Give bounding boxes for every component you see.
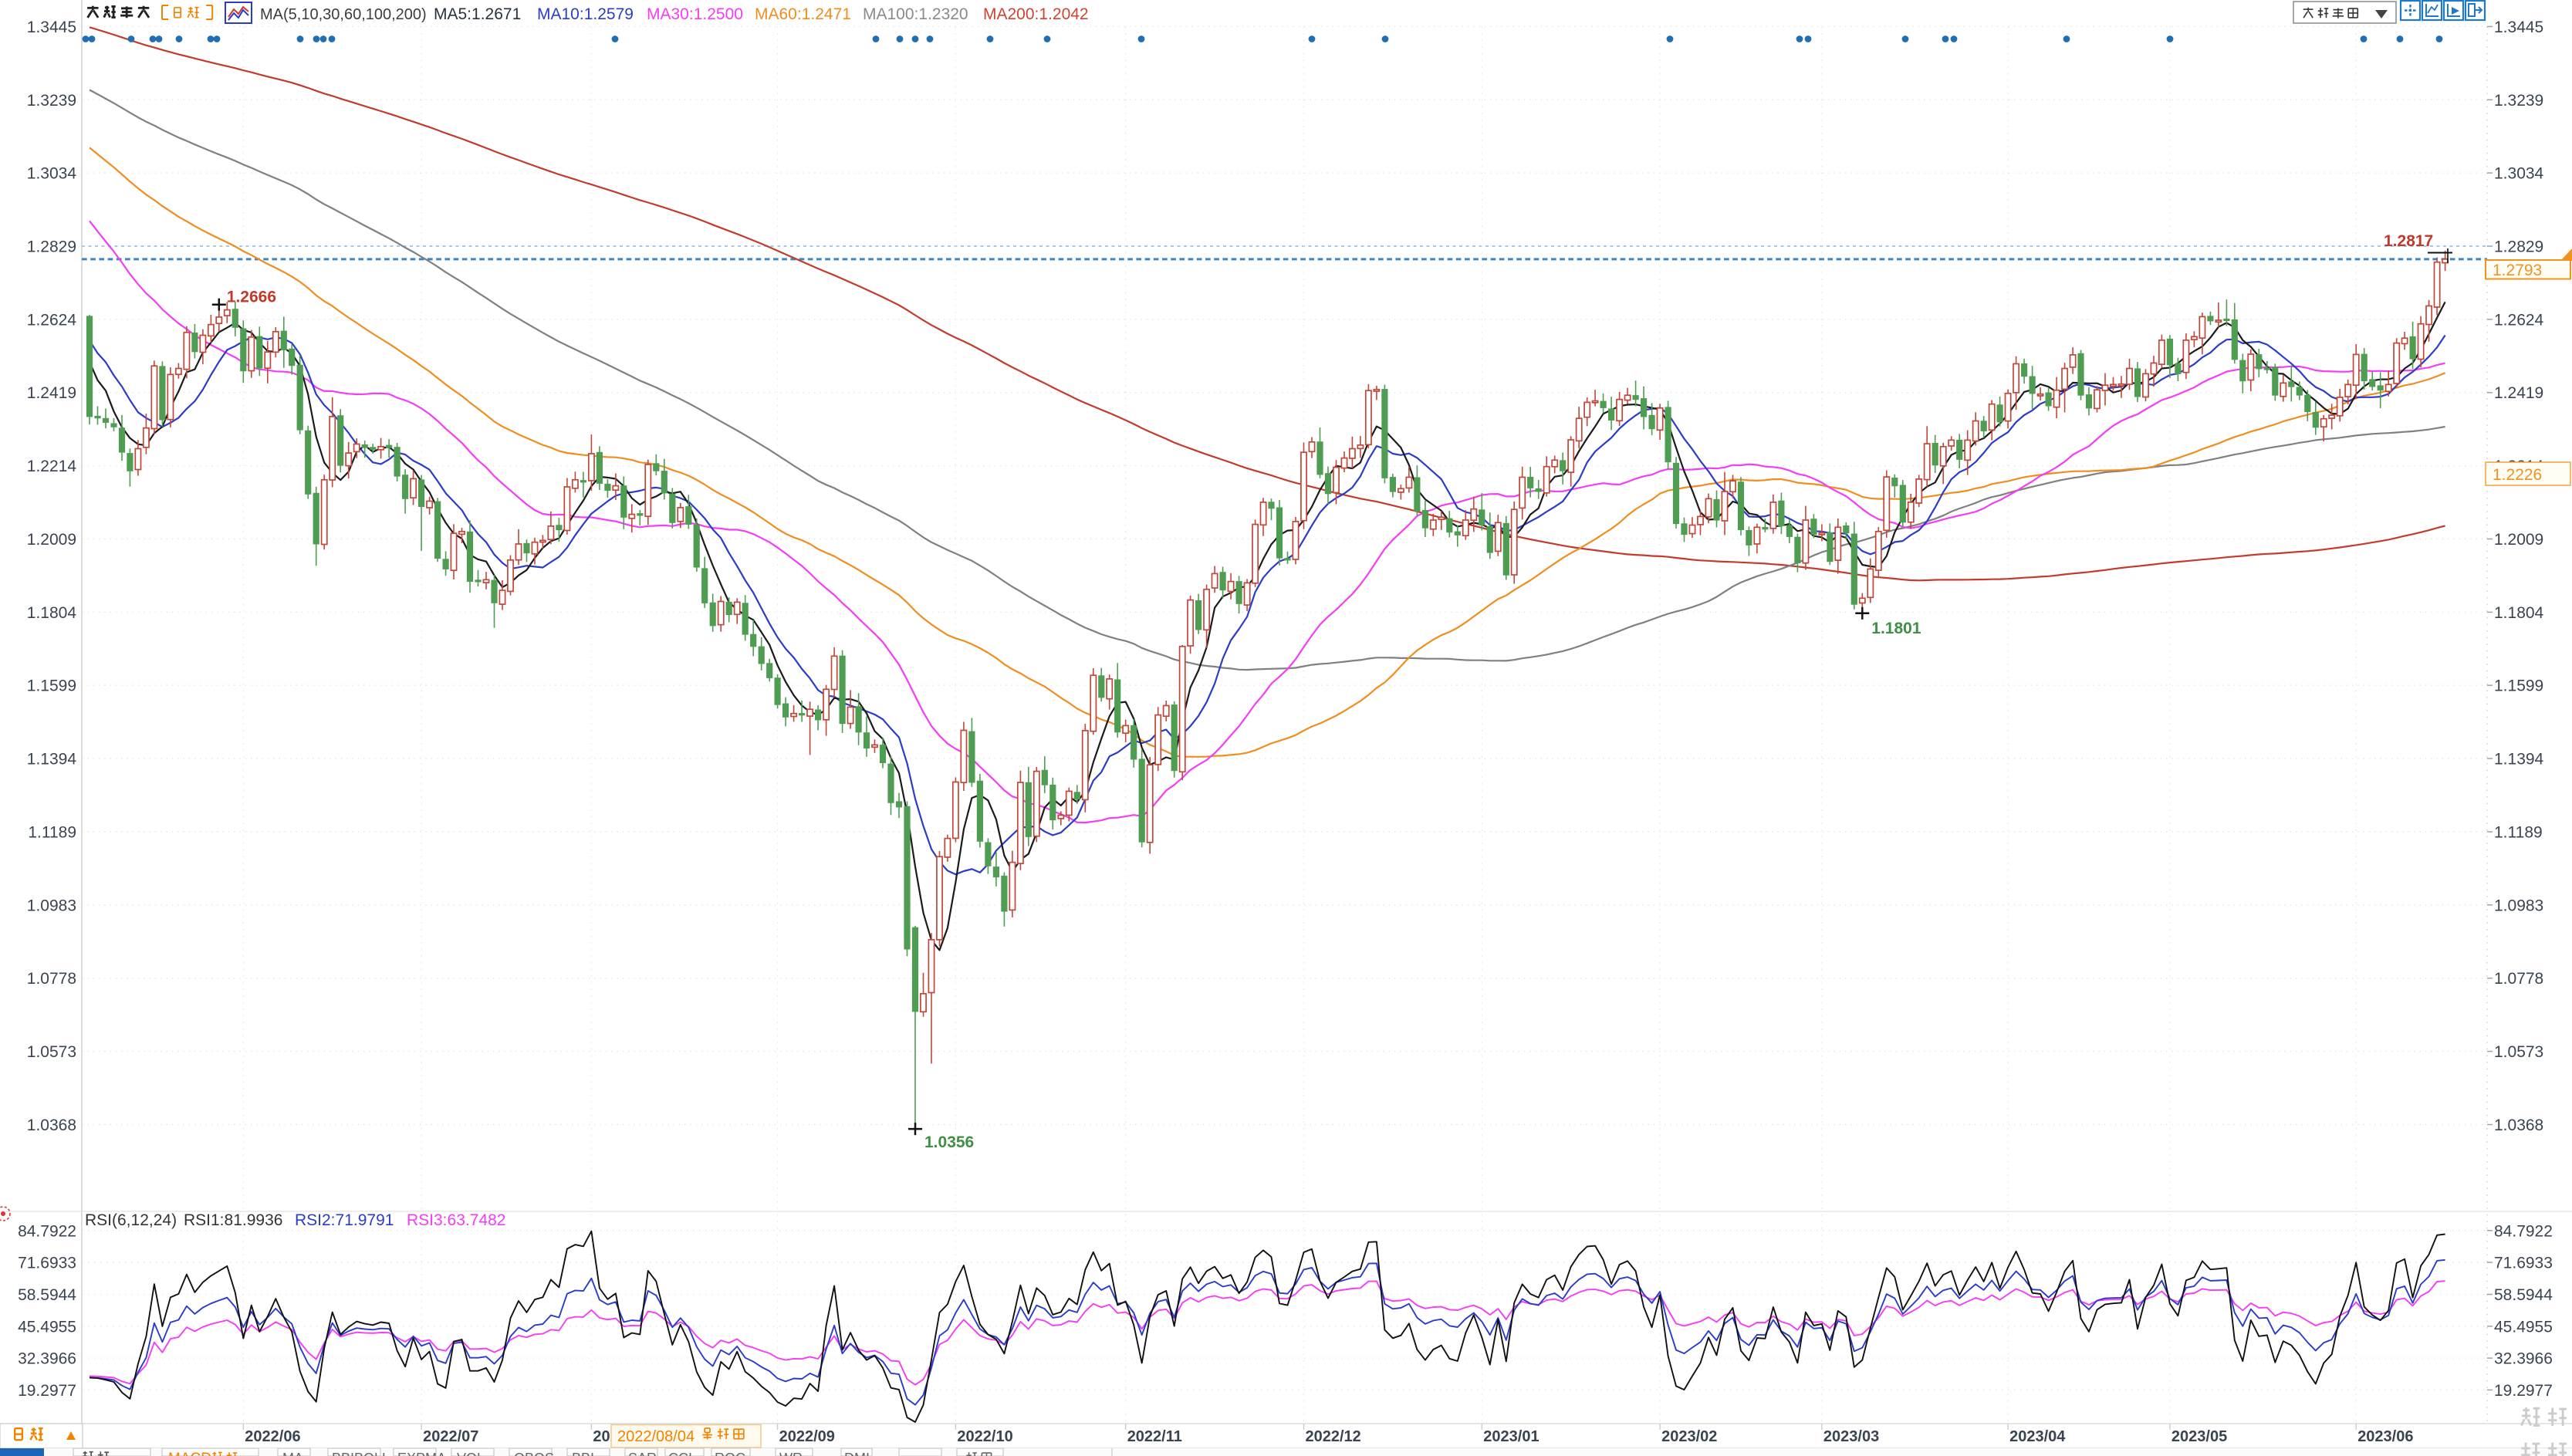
svg-text:1.1394: 1.1394 [2494, 751, 2544, 769]
svg-text:1.1189: 1.1189 [28, 824, 76, 842]
svg-text:MACD: MACD [168, 1451, 211, 1456]
svg-text:58.5944: 58.5944 [18, 1286, 76, 1304]
svg-text:2023/03: 2023/03 [1823, 1428, 1879, 1445]
svg-text:32.3966: 32.3966 [18, 1350, 76, 1368]
svg-text:1.0778: 1.0778 [27, 970, 76, 988]
svg-text:1.0573: 1.0573 [2494, 1043, 2543, 1061]
svg-text:1.2817: 1.2817 [2384, 232, 2433, 250]
svg-text:32.3966: 32.3966 [2494, 1350, 2553, 1368]
svg-text:EXPMA: EXPMA [397, 1451, 446, 1456]
svg-text:71.6933: 71.6933 [18, 1255, 76, 1272]
svg-text:19.2977: 19.2977 [2494, 1382, 2553, 1400]
svg-text:1.1801: 1.1801 [1871, 620, 1921, 637]
svg-text:1.0356: 1.0356 [924, 1133, 974, 1151]
svg-text:1.1804: 1.1804 [27, 604, 77, 622]
svg-text:ROC: ROC [715, 1451, 745, 1456]
svg-text:1.2829: 1.2829 [2494, 238, 2543, 256]
svg-text:OBOS: OBOS [514, 1451, 554, 1456]
svg-text:2023/04: 2023/04 [2009, 1428, 2066, 1445]
svg-text:1.2214: 1.2214 [27, 458, 77, 475]
svg-text:1.3239: 1.3239 [2494, 92, 2543, 110]
svg-text:1.0573: 1.0573 [27, 1043, 76, 1061]
svg-text:SAR: SAR [628, 1451, 657, 1456]
svg-text:1.2009: 1.2009 [27, 531, 76, 549]
svg-text:2023/05: 2023/05 [2171, 1428, 2227, 1445]
svg-text:RSI1:81.9936: RSI1:81.9936 [184, 1211, 282, 1229]
svg-text:MA200:1.2042: MA200:1.2042 [983, 5, 1089, 23]
svg-text:RSI2:71.9791: RSI2:71.9791 [295, 1211, 394, 1229]
svg-text:RSI3:63.7482: RSI3:63.7482 [407, 1211, 505, 1229]
svg-text:1.2829: 1.2829 [27, 238, 76, 256]
svg-text:19.2977: 19.2977 [18, 1382, 76, 1400]
svg-text:MA60:1.2471: MA60:1.2471 [755, 5, 851, 23]
svg-text:MA: MA [282, 1451, 303, 1456]
svg-text:1.2624: 1.2624 [27, 311, 77, 329]
svg-text:1.2009: 1.2009 [2494, 531, 2543, 549]
svg-text:RSI(6,12,24): RSI(6,12,24) [85, 1211, 177, 1229]
svg-text:1.2419: 1.2419 [2494, 384, 2543, 402]
svg-text:1.2793: 1.2793 [2493, 262, 2542, 279]
svg-text:1.0368: 1.0368 [2494, 1116, 2543, 1134]
svg-text:2023/06: 2023/06 [2357, 1428, 2413, 1445]
svg-text:45.4955: 45.4955 [2494, 1318, 2553, 1336]
svg-text:2022/12: 2022/12 [1306, 1428, 1361, 1445]
svg-text:1.2226: 1.2226 [2493, 466, 2542, 484]
svg-text:1.1804: 1.1804 [2494, 604, 2544, 622]
svg-text:84.7922: 84.7922 [18, 1222, 76, 1240]
svg-text:MA100:1.2320: MA100:1.2320 [863, 5, 968, 23]
svg-text:WR: WR [779, 1451, 803, 1456]
svg-text:1.3034: 1.3034 [2494, 165, 2544, 183]
svg-text:1.1394: 1.1394 [27, 751, 77, 769]
svg-text:1.1599: 1.1599 [27, 677, 76, 695]
svg-text:1.0368: 1.0368 [27, 1116, 76, 1134]
svg-text:MA(5,10,30,60,100,200): MA(5,10,30,60,100,200) [260, 6, 427, 23]
svg-text:2022/07: 2022/07 [423, 1428, 478, 1445]
svg-text:1.2666: 1.2666 [227, 289, 276, 306]
svg-text:1.3239: 1.3239 [27, 92, 76, 110]
svg-text:58.5944: 58.5944 [2494, 1286, 2553, 1304]
svg-text:VOL: VOL [457, 1451, 485, 1456]
svg-text:1.3445: 1.3445 [27, 19, 76, 36]
svg-text:2022/06: 2022/06 [245, 1428, 300, 1445]
svg-text:BBI: BBI [572, 1451, 594, 1456]
svg-text:1.2624: 1.2624 [2494, 311, 2544, 329]
svg-text:2022/10: 2022/10 [957, 1428, 1012, 1445]
svg-text:2022/08/04: 2022/08/04 [617, 1428, 695, 1445]
svg-text:2022/11: 2022/11 [1127, 1428, 1182, 1445]
svg-text:MA10:1.2579: MA10:1.2579 [537, 5, 634, 23]
svg-text:2022/09: 2022/09 [779, 1428, 835, 1445]
svg-text:84.7922: 84.7922 [2494, 1222, 2553, 1240]
svg-text:1.0778: 1.0778 [2494, 970, 2543, 988]
svg-text:1.1599: 1.1599 [2494, 677, 2543, 695]
svg-text:1.0983: 1.0983 [2494, 897, 2543, 914]
svg-text:2023/01: 2023/01 [1483, 1428, 1539, 1445]
svg-text:1.3445: 1.3445 [2494, 19, 2543, 36]
svg-text:MA30:1.2500: MA30:1.2500 [647, 5, 743, 23]
svg-text:1.2419: 1.2419 [27, 384, 76, 402]
svg-text:1.3034: 1.3034 [27, 165, 77, 183]
svg-text:2023/02: 2023/02 [1661, 1428, 1717, 1445]
svg-text:45.4955: 45.4955 [18, 1318, 76, 1336]
svg-text:71.6933: 71.6933 [2494, 1255, 2553, 1272]
svg-text:1.0983: 1.0983 [27, 897, 76, 914]
svg-text:BBIBOLL: BBIBOLL [332, 1451, 390, 1456]
svg-text:MA5:1.2671: MA5:1.2671 [434, 5, 521, 23]
svg-text:CCI: CCI [668, 1451, 692, 1456]
svg-text:1.1189: 1.1189 [2494, 824, 2543, 842]
svg-text:DMI: DMI [844, 1451, 870, 1456]
